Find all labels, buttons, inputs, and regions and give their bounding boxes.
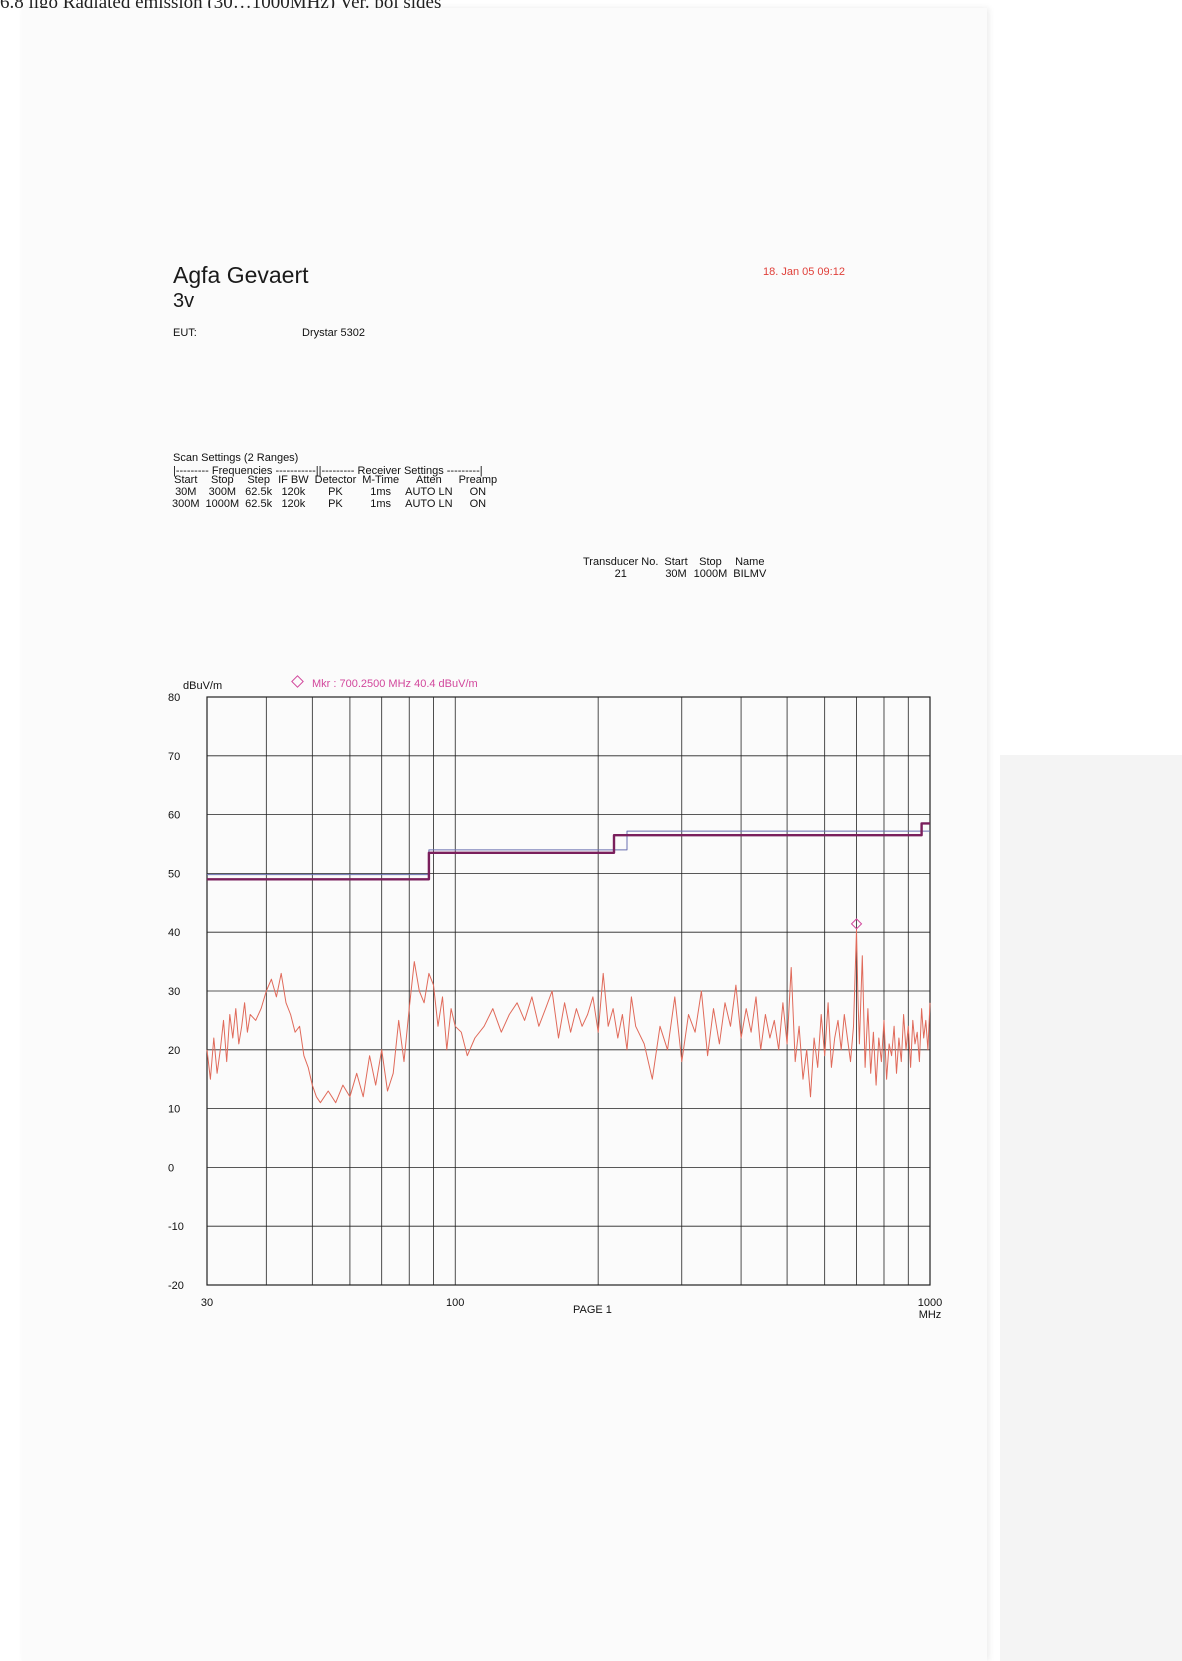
y-tick-label: -10 [168,1221,184,1233]
table-cell: 120k [281,498,306,510]
eut-label: EUT: [173,327,197,339]
x-axis-unit: MHz [919,1309,942,1321]
table-header-cell: Stop [699,556,722,568]
y-tick-label: -20 [168,1280,184,1292]
table-header-cell: Start [664,556,688,568]
table-cell: 1ms [370,498,392,510]
y-tick-label: 80 [168,692,180,704]
series-line-limit [207,822,930,881]
page-number: PAGE 1 [573,1304,612,1316]
table-cell: PK [328,498,343,510]
table-header-cell: Name [735,556,765,568]
report-datetime: 18. Jan 05 09:12 [763,266,845,278]
table-cell: 30M [175,486,197,498]
background-sheet [1000,755,1182,1661]
table-cell: 21 [614,568,627,580]
table-cell: ON [469,498,487,510]
table-header-cell: Preamp [458,474,498,486]
table-cell: 1000M [693,568,728,580]
table-cell: 120k [281,486,306,498]
marker-point [850,918,863,930]
y-axis-unit: dBuV/m [183,680,223,692]
table-header-cell: Atten [416,474,442,486]
table-cell: BILMV [733,568,767,580]
scan-settings-table: Start Stop Step IF BW Detector M-Time At… [169,474,500,510]
y-tick-label: 10 [168,1104,180,1116]
y-tick-label: 0 [168,1162,174,1174]
series-line-limit-thin [207,830,930,876]
table-header-cell: Transducer No. [583,556,659,568]
y-tick-label: 30 [168,986,180,998]
table-header-row: Transducer No. Start Stop Name [580,556,769,568]
y-tick-label: 50 [168,868,180,880]
table-cell: 300M [172,498,200,510]
y-tick-label: 60 [168,810,180,822]
y-tick-label: 20 [168,1045,180,1057]
table-header-cell: Step [247,474,270,486]
x-tick-label: 30 [201,1297,213,1309]
table-row: 21 30M 1000M BILMV [580,568,769,580]
table-header-cell: IF BW [278,474,309,486]
company-name: Agfa Gevaert [173,262,309,288]
table-cell: AUTO LN [405,486,453,498]
x-tick-label: 100 [446,1297,464,1309]
y-tick-label: 40 [168,927,180,939]
table-cell: 300M [208,486,237,498]
x-tick-label: 1000 [918,1297,942,1309]
table-header-cell: Start [174,474,198,486]
eut-value: Drystar 5302 [302,327,365,339]
table-cell: PK [328,486,343,498]
table-cell: 1000M [205,498,240,510]
scan-settings-header: |--------- Frequencies -----------||----… [173,465,483,477]
table-cell: 62.5k [245,498,273,510]
table-header-row: Start Stop Step IF BW Detector M-Time At… [169,474,500,486]
marker-readout: Mkr : 700.2500 MHz 40.4 dBuV/m [291,675,478,690]
test-voltage: 3v [173,290,195,312]
table-row: 30M 300M 62.5k 120k PK 1ms AUTO LN ON [169,486,500,498]
table-header-cell: Detector [314,474,357,486]
table-cell: AUTO LN [405,498,453,510]
table-header-cell: Stop [211,474,234,486]
marker-text: Mkr : 700.2500 MHz 40.4 dBuV/m [312,678,478,690]
table-cell: 1ms [370,486,392,498]
scan-settings-title: Scan Settings (2 Ranges) [173,452,299,464]
y-tick-label: 70 [168,751,180,763]
series-line-trace [206,929,931,1104]
transducer-table: Transducer No. Start Stop Name 21 30M 10… [580,556,769,580]
table-header-cell: M-Time [362,474,400,486]
table-cell: 62.5k [245,486,273,498]
table-row: 300M 1000M 62.5k 120k PK 1ms AUTO LN ON [169,498,500,510]
table-cell: 30M [665,568,687,580]
table-cell: ON [469,486,487,498]
